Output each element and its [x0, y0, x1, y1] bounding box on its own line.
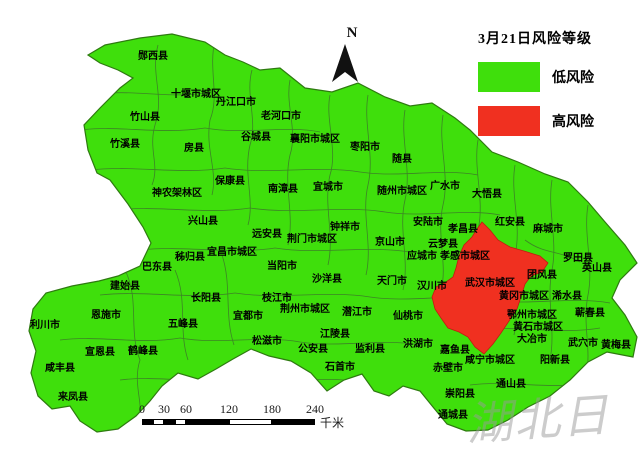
region-label-low: 广水市 — [430, 181, 460, 192]
region-label-low: 孝感市城区 — [440, 251, 490, 262]
region-label-low: 钟祥市 — [330, 222, 360, 233]
region-label-low: 随州市城区 — [377, 186, 427, 197]
region-label-low: 襄阳市城区 — [290, 134, 340, 145]
legend-title: 3月21日风险等级 — [478, 32, 592, 47]
region-label-low: 十堰市城区 — [171, 89, 221, 100]
region-label-low: 松滋市 — [252, 336, 282, 347]
legend: 3月21日风险等级 低风险 高风险 — [478, 28, 628, 150]
region-label-low: 兴山县 — [188, 216, 218, 227]
region-label-low: 利川市 — [30, 320, 60, 331]
region-label-low: 天门市 — [377, 276, 407, 287]
region-label-low: 嘉鱼县 — [440, 345, 470, 356]
region-label-high: 武汉市城区 — [465, 278, 515, 289]
region-label-low: 枝江市 — [262, 293, 292, 304]
region-label-low: 潜江市 — [342, 307, 372, 318]
region-label-low: 谷城县 — [241, 132, 271, 143]
legend-item-low: 低风险 — [478, 62, 628, 92]
region-label-low: 红安县 — [495, 217, 525, 228]
county-borders — [59, 39, 611, 421]
region-label-low: 黄石市城区 — [513, 322, 563, 333]
region-label-low: 通城县 — [438, 410, 468, 421]
region-label-low: 南漳县 — [268, 184, 298, 195]
region-label-low: 保康县 — [215, 176, 245, 187]
region-label-low: 蕲春县 — [575, 308, 605, 319]
region-label-low: 枣阳市 — [350, 142, 380, 153]
low-risk-label: 低风险 — [552, 71, 594, 86]
region-label-low: 团风县 — [527, 270, 557, 281]
region-label-low: 荆州市城区 — [280, 304, 330, 315]
region-label-low: 神农架林区 — [152, 188, 202, 199]
region-label-low: 当阳市 — [267, 261, 297, 272]
region-label-low: 恩施市 — [91, 310, 121, 321]
high-risk-label: 高风险 — [552, 115, 594, 130]
region-label-low: 安陆市 — [413, 217, 443, 228]
region-label-low: 崇阳县 — [445, 389, 475, 400]
region-label-low: 赤壁市 — [433, 363, 463, 374]
region-label-low: 应城市 — [407, 251, 437, 262]
region-label-low: 京山市 — [375, 237, 405, 248]
watermark: 湖北日报 — [464, 387, 612, 452]
region-label-low: 咸丰县 — [45, 363, 75, 374]
region-label-low: 汉川市 — [417, 281, 447, 292]
region-label-low: 郧西县 — [138, 51, 168, 62]
region-label-low: 来凤县 — [58, 392, 88, 403]
north-arrow-icon — [332, 44, 358, 82]
region-label-low: 通山县 — [496, 379, 526, 390]
region-label-low: 长阳县 — [191, 293, 221, 304]
region-label-low: 秭归县 — [175, 252, 205, 263]
region-label-low: 五峰县 — [168, 319, 198, 330]
region-label-low: 鄂州市城区 — [507, 310, 557, 321]
region-label-low: 黄梅县 — [601, 340, 631, 351]
region-label-low: 宜城市 — [313, 182, 343, 193]
region-label-low: 巴东县 — [142, 262, 172, 273]
legend-item-high: 高风险 — [478, 106, 628, 136]
high-risk-region-wuhan — [431, 221, 549, 355]
region-label-low: 宜昌市城区 — [207, 247, 257, 258]
region-label-low: 罗田县 — [563, 253, 593, 264]
region-label-low: 江陵县 — [320, 329, 350, 340]
region-label-low: 孝昌县 — [448, 224, 478, 235]
region-label-low: 洪湖市 — [403, 339, 433, 350]
region-label-low: 黄冈市城区 — [499, 291, 549, 302]
high-risk-swatch — [478, 106, 540, 136]
region-label-low: 丹江口市 — [216, 97, 256, 108]
region-label-low: 宜都市 — [233, 311, 263, 322]
region-label-low: 云梦县 — [428, 239, 458, 250]
region-label-low: 仙桃市 — [393, 311, 423, 322]
region-label-low: 大悟县 — [472, 189, 502, 200]
region-label-low: 远安县 — [252, 229, 282, 240]
region-label-low: 鹤峰县 — [128, 346, 158, 357]
region-label-low: 石首市 — [325, 362, 355, 373]
region-label-low: 英山县 — [582, 263, 612, 274]
region-label-low: 房县 — [184, 143, 204, 154]
region-label-low: 沙洋县 — [312, 274, 342, 285]
region-label-low: 建始县 — [110, 281, 140, 292]
region-label-low: 监利县 — [355, 344, 385, 355]
region-label-low: 竹溪县 — [110, 139, 140, 150]
region-label-low: 武穴市 — [568, 338, 598, 349]
north-label: N — [346, 25, 358, 41]
low-risk-swatch — [478, 62, 540, 92]
region-label-low: 竹山县 — [130, 112, 160, 123]
region-label-low: 荆门市城区 — [287, 234, 337, 245]
region-label-low: 宣恩县 — [85, 347, 115, 358]
region-label-low: 阳新县 — [540, 355, 570, 366]
region-label-low: 麻城市 — [533, 224, 563, 235]
region-label-low: 浠水县 — [552, 291, 582, 302]
region-label-low: 随县 — [392, 154, 412, 165]
region-label-low: 老河口市 — [261, 111, 301, 122]
region-label-low: 公安县 — [298, 344, 328, 355]
region-label-low: 咸宁市城区 — [465, 355, 515, 366]
region-label-low: 大冶市 — [517, 334, 547, 345]
north-arrow: N — [320, 25, 370, 90]
